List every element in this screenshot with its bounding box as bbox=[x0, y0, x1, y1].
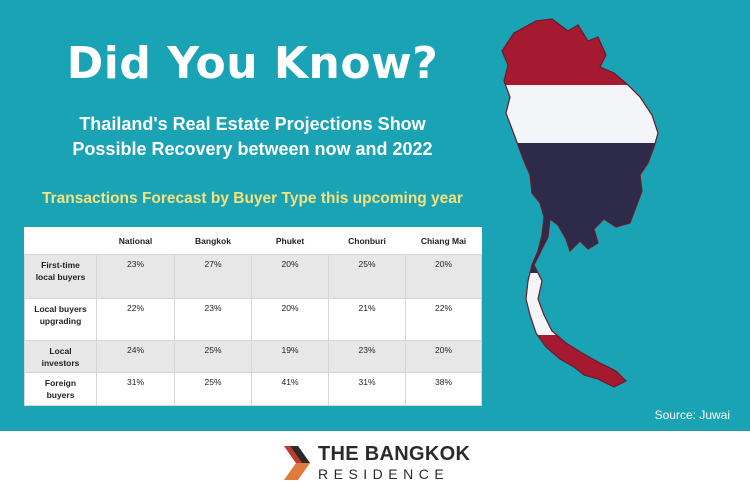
row-label: First-time local buyers bbox=[24, 254, 97, 299]
row-label-line: upgrading bbox=[39, 316, 82, 326]
row-label-line: First-time bbox=[41, 260, 80, 270]
table-row: First-time local buyers 23% 27% 20% 25% … bbox=[24, 254, 482, 299]
column-header-national: National bbox=[96, 227, 175, 255]
table-header-row: National Bangkok Phuket Chonburi Chiang … bbox=[24, 227, 482, 255]
table-row: Local investors 24% 25% 19% 23% 20% bbox=[24, 340, 482, 373]
row-label-line: buyers bbox=[46, 390, 75, 400]
bangkok-residence-logo-icon bbox=[284, 446, 310, 480]
row-label-line: Local bbox=[49, 346, 72, 356]
table-cell: 21% bbox=[328, 298, 406, 341]
source-note: Source: Juwai bbox=[654, 408, 730, 422]
table-cell: 23% bbox=[96, 254, 175, 299]
table-cell: 31% bbox=[328, 372, 406, 406]
thailand-flag-map bbox=[490, 15, 660, 405]
table-cell: 27% bbox=[174, 254, 252, 299]
column-header-chiang-mai: Chiang Mai bbox=[405, 227, 482, 255]
table-cell: 25% bbox=[174, 372, 252, 406]
forecast-table-card: National Bangkok Phuket Chonburi Chiang … bbox=[24, 227, 482, 406]
table-cell: 38% bbox=[405, 372, 482, 406]
thailand-map-icon bbox=[501, 18, 659, 388]
headline: Did You Know? bbox=[66, 38, 439, 89]
subhead-line-1: Thailand's Real Estate Projections Show bbox=[79, 114, 426, 134]
table-cell: 20% bbox=[405, 254, 482, 299]
brand-name-line-1: THE BANGKOK bbox=[318, 443, 471, 465]
row-label: Local investors bbox=[24, 340, 97, 373]
column-header bbox=[24, 227, 97, 255]
row-label-line: local buyers bbox=[35, 272, 86, 282]
banner: Did You Know? Thailand's Real Estate Pro… bbox=[0, 0, 750, 431]
table-cell: 23% bbox=[174, 298, 252, 341]
table-caption: Transactions Forecast by Buyer Type this… bbox=[42, 190, 463, 207]
forecast-table: National Bangkok Phuket Chonburi Chiang … bbox=[24, 227, 482, 406]
row-label: Foreign buyers bbox=[24, 372, 97, 406]
table-cell: 19% bbox=[251, 340, 329, 373]
table-row: Local buyers upgrading 22% 23% 20% 21% 2… bbox=[24, 298, 482, 341]
table-cell: 20% bbox=[251, 298, 329, 341]
column-header-chonburi: Chonburi bbox=[328, 227, 406, 255]
table-cell: 20% bbox=[405, 340, 482, 373]
table-cell: 41% bbox=[251, 372, 329, 406]
row-label-line: investors bbox=[41, 358, 80, 368]
brand-name-line-2: RESIDENCE bbox=[318, 466, 450, 482]
table-cell: 24% bbox=[96, 340, 175, 373]
row-label: Local buyers upgrading bbox=[24, 298, 97, 341]
row-label-line: Local buyers bbox=[34, 304, 87, 314]
row-label-line: Foreign bbox=[44, 378, 77, 388]
footer bbox=[0, 431, 750, 497]
table-cell: 25% bbox=[174, 340, 252, 373]
table-cell: 22% bbox=[96, 298, 175, 341]
column-header-bangkok: Bangkok bbox=[174, 227, 252, 255]
subhead-line-2: Possible Recovery between now and 2022 bbox=[72, 139, 433, 159]
table-cell: 22% bbox=[405, 298, 482, 341]
table-cell: 20% bbox=[251, 254, 329, 299]
table-cell: 31% bbox=[96, 372, 175, 406]
subhead: Thailand's Real Estate Projections Show … bbox=[0, 112, 505, 162]
column-header-phuket: Phuket bbox=[251, 227, 329, 255]
table-row: Foreign buyers 31% 25% 41% 31% 38% bbox=[24, 372, 482, 406]
table-cell: 25% bbox=[328, 254, 406, 299]
table-cell: 23% bbox=[328, 340, 406, 373]
